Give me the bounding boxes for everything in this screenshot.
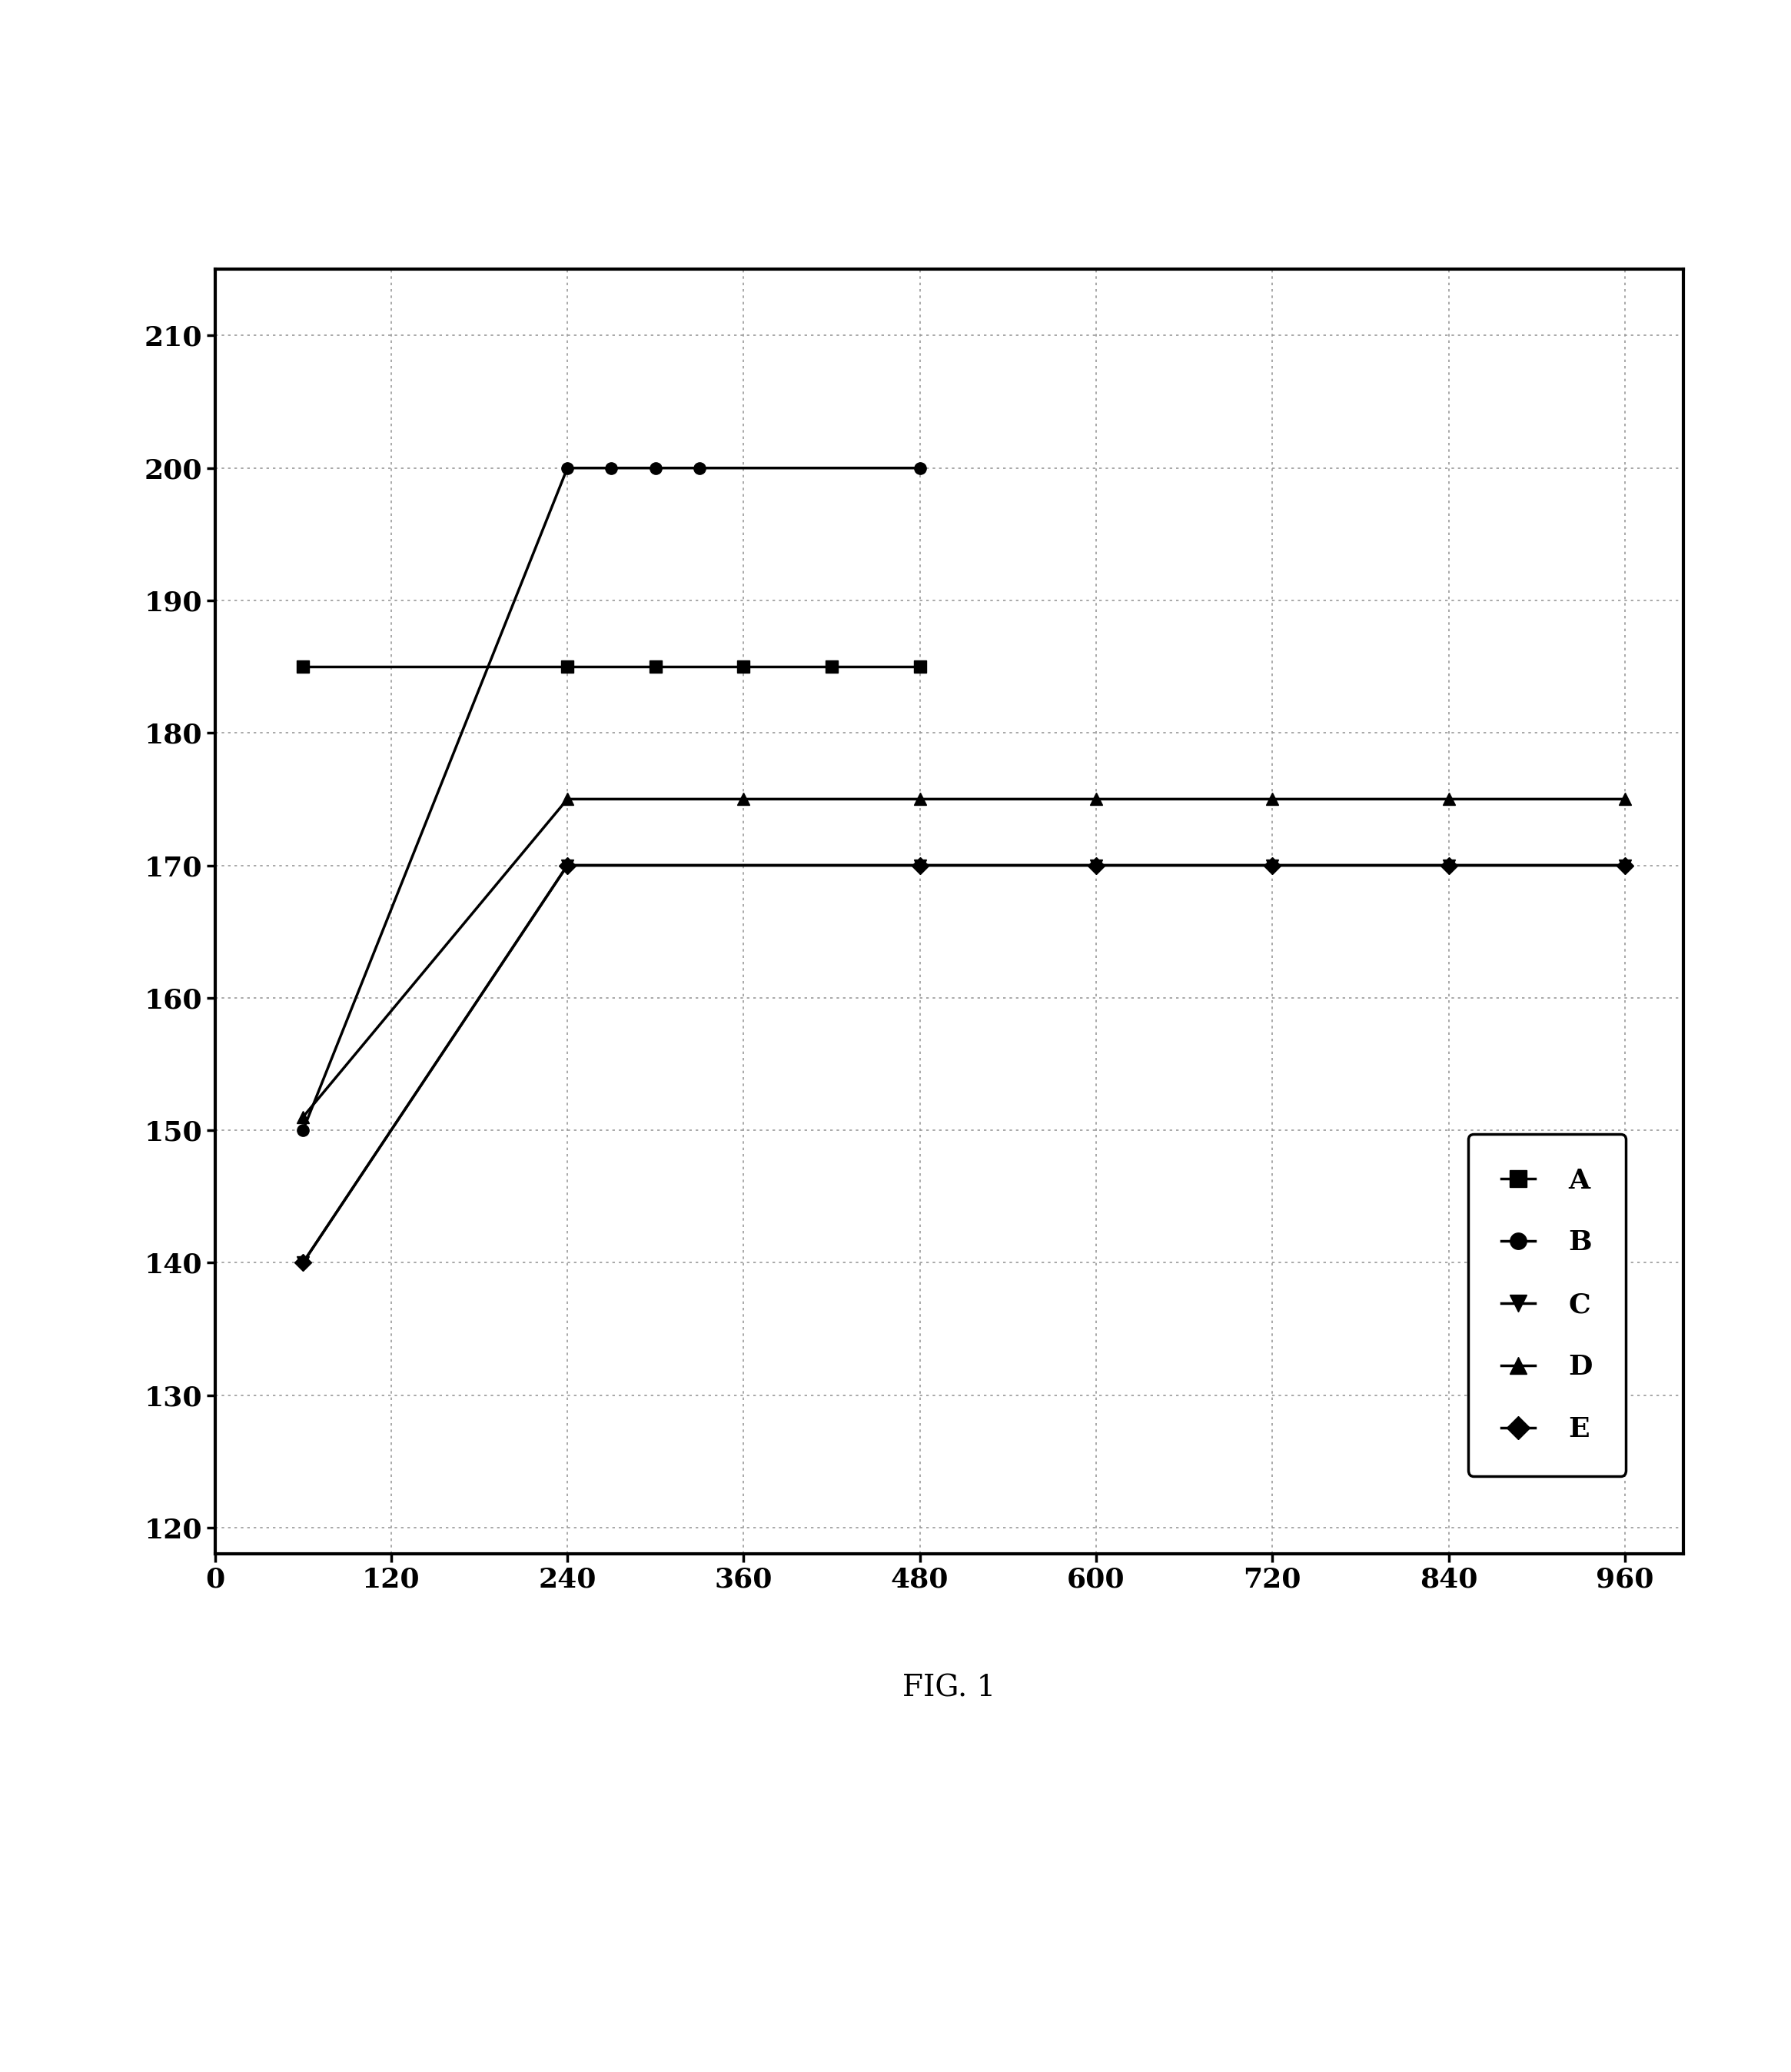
E — [1438, 854, 1460, 879]
D — [1261, 787, 1282, 812]
C — [1261, 854, 1282, 879]
B — [645, 456, 666, 481]
A — [292, 655, 313, 680]
Line: D: D — [297, 794, 1630, 1123]
C — [1438, 854, 1460, 879]
B — [910, 456, 931, 481]
E — [1614, 854, 1635, 879]
D — [733, 787, 754, 812]
B — [600, 456, 621, 481]
E — [1085, 854, 1107, 879]
D — [1614, 787, 1635, 812]
B — [292, 1117, 313, 1142]
A — [733, 655, 754, 680]
E — [557, 854, 578, 879]
D — [557, 787, 578, 812]
Line: A: A — [297, 661, 926, 673]
C — [292, 1249, 313, 1274]
C — [557, 854, 578, 879]
E — [1261, 854, 1282, 879]
A — [557, 655, 578, 680]
Line: E: E — [297, 860, 1630, 1268]
E — [292, 1249, 313, 1274]
D — [910, 787, 931, 812]
Legend: A, B, C, D, E: A, B, C, D, E — [1469, 1133, 1626, 1475]
A — [820, 655, 842, 680]
A — [910, 655, 931, 680]
A — [645, 655, 666, 680]
D — [1085, 787, 1107, 812]
C — [910, 854, 931, 879]
D — [292, 1104, 313, 1129]
Line: B: B — [297, 462, 926, 1135]
E — [910, 854, 931, 879]
C — [1614, 854, 1635, 879]
Line: C: C — [297, 860, 1630, 1268]
C — [1085, 854, 1107, 879]
D — [1438, 787, 1460, 812]
B — [557, 456, 578, 481]
B — [690, 456, 711, 481]
Text: FIG. 1: FIG. 1 — [903, 1674, 996, 1703]
